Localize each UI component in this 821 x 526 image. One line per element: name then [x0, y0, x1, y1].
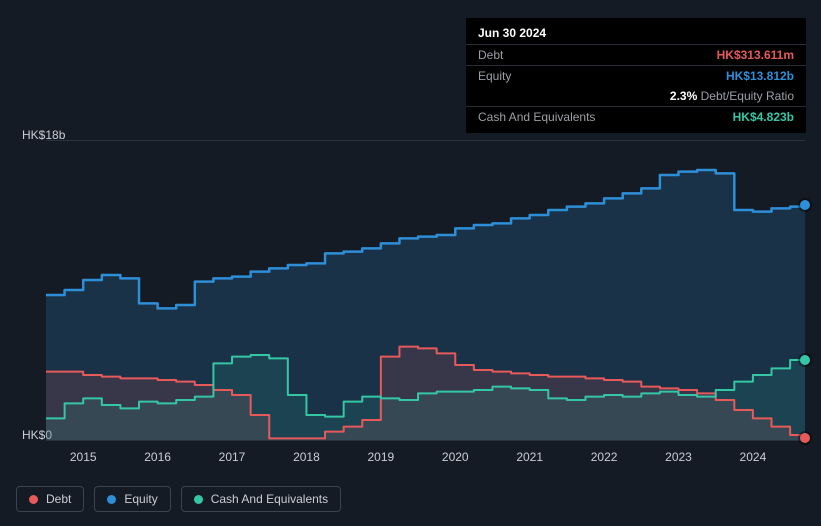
series-end-dot-cash — [800, 355, 810, 365]
tooltip-value: HK$4.823b — [733, 110, 794, 124]
x-axis-label: 2015 — [70, 450, 97, 464]
x-axis-label: 2018 — [293, 450, 320, 464]
tooltip-label: Cash And Equivalents — [478, 110, 595, 124]
legend-item-cash-and-equivalents[interactable]: Cash And Equivalents — [181, 486, 341, 512]
x-axis-label: 2024 — [740, 450, 767, 464]
x-axis-label: 2017 — [219, 450, 246, 464]
x-axis-label: 2020 — [442, 450, 469, 464]
tooltip-date: Jun 30 2024 — [466, 24, 806, 44]
legend-label: Cash And Equivalents — [211, 492, 328, 506]
legend-item-debt[interactable]: Debt — [16, 486, 84, 512]
series-end-dot-equity — [800, 200, 810, 210]
legend-item-equity[interactable]: Equity — [94, 486, 170, 512]
legend-label: Debt — [46, 492, 71, 506]
tooltip-label: Equity — [478, 69, 511, 83]
legend-label: Equity — [124, 492, 157, 506]
x-axis-label: 2022 — [591, 450, 618, 464]
tooltip-row-ratio: 2.3% Debt/Equity Ratio — [466, 86, 806, 106]
legend-dot-icon — [107, 495, 116, 504]
tooltip-value: HK$13.812b — [726, 69, 794, 83]
tooltip-row: Debt HK$313.611m — [466, 44, 806, 65]
legend: Debt Equity Cash And Equivalents — [16, 486, 341, 512]
series-end-dot-debt — [800, 433, 810, 443]
tooltip-value: HK$313.611m — [717, 48, 794, 62]
x-axis-label: 2016 — [144, 450, 171, 464]
tooltip-value-ratio: 2.3% Debt/Equity Ratio — [670, 89, 794, 103]
tooltip-row: Cash And Equivalents HK$4.823b — [466, 106, 806, 127]
legend-dot-icon — [29, 495, 38, 504]
chart-tooltip: Jun 30 2024 Debt HK$313.611m Equity HK$13.81… — [466, 18, 806, 133]
chart-container: HK$18bHK$0201520162017201820192020202120… — [16, 140, 805, 470]
x-axis-label: 2023 — [665, 450, 692, 464]
tooltip-label: Debt — [478, 48, 503, 62]
x-axis-label: 2019 — [367, 450, 394, 464]
x-axis-label: 2021 — [516, 450, 543, 464]
tooltip-row: Equity HK$13.812b — [466, 65, 806, 86]
legend-dot-icon — [194, 495, 203, 504]
chart-plot — [16, 140, 805, 442]
